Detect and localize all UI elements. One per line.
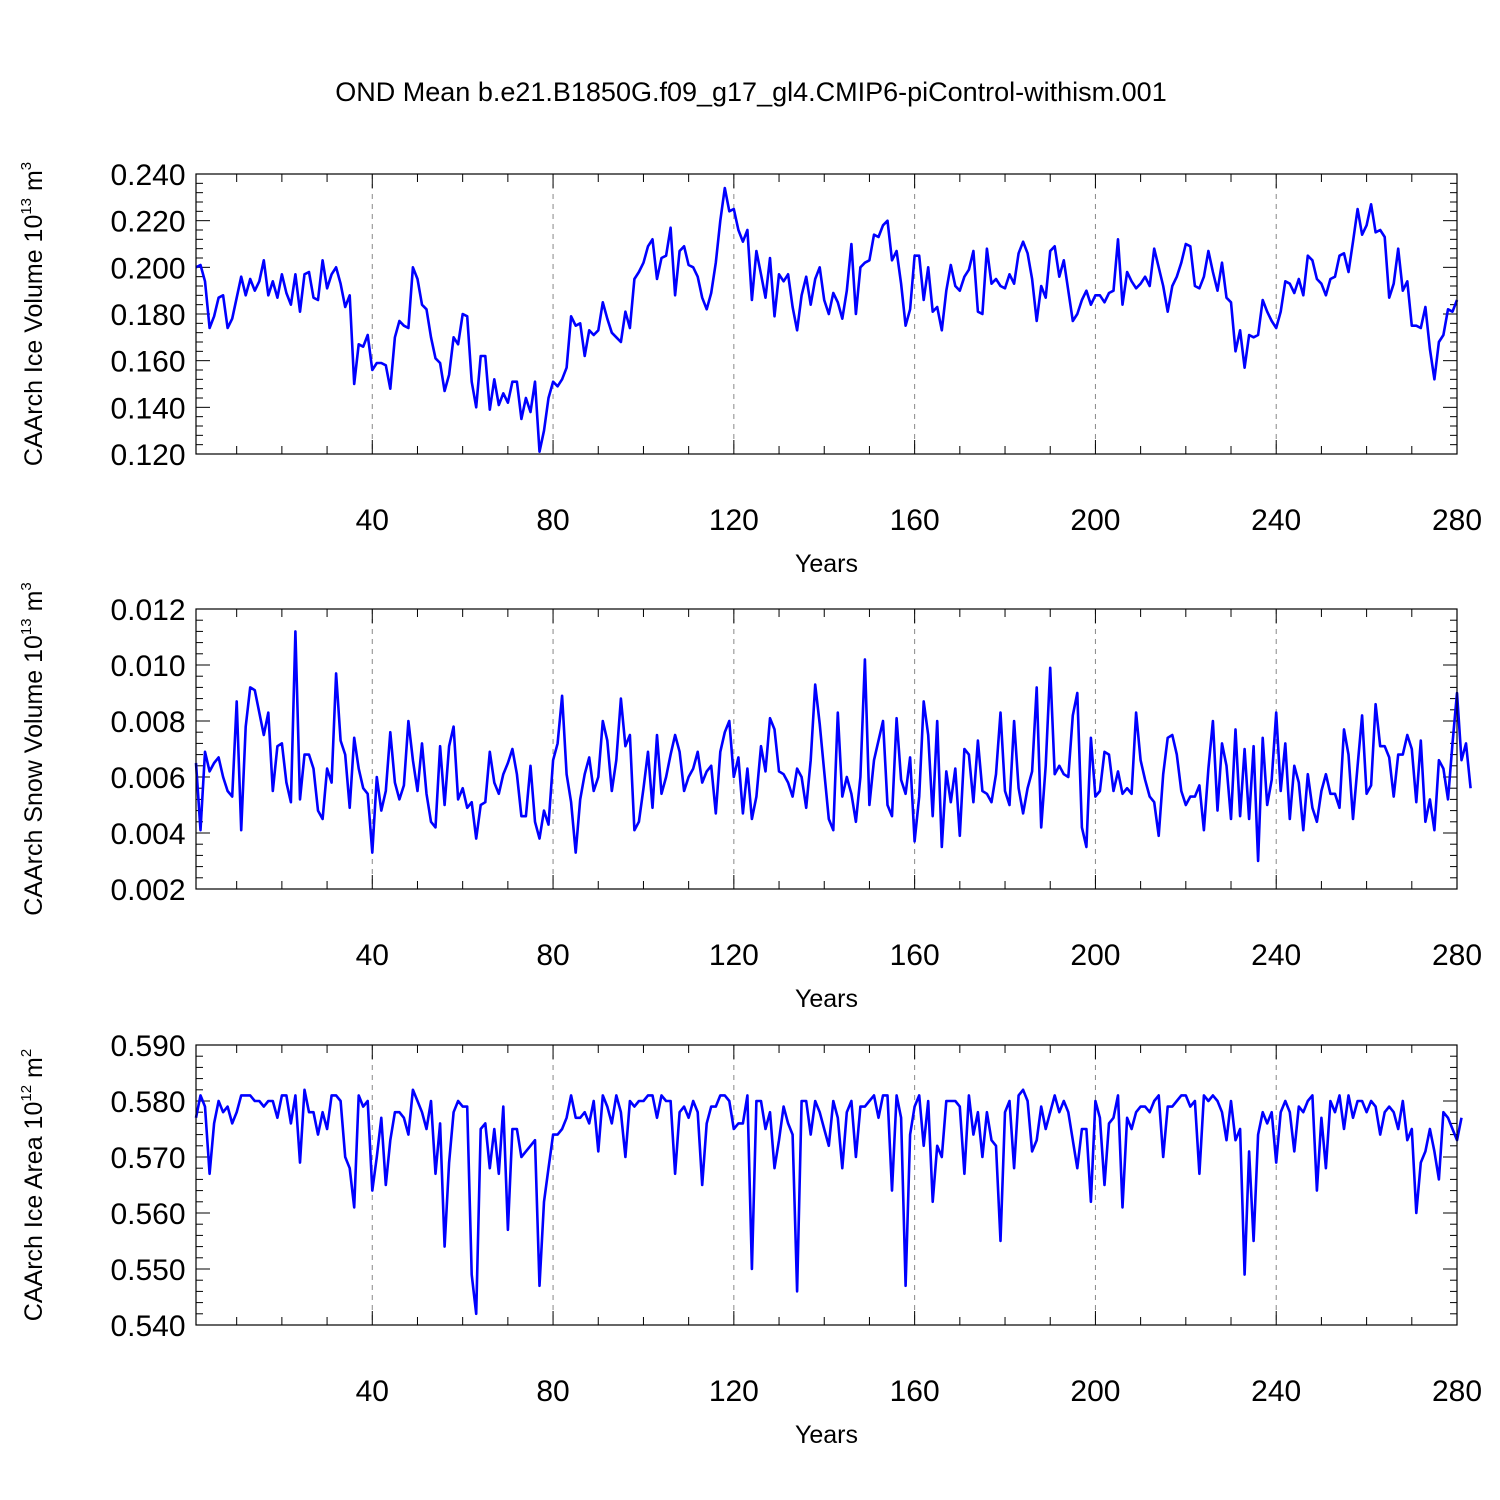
- x-tick-label: 80: [536, 939, 569, 972]
- y-axis-label-unit-exponent: 2: [18, 1049, 35, 1057]
- y-axis-label: CAArch Ice Volume 1013 m3: [18, 162, 48, 466]
- y-axis-label-unit-exponent: 3: [18, 582, 35, 590]
- y-axis-label-unit: m: [20, 1057, 48, 1085]
- x-tick-label: 240: [1251, 1375, 1301, 1408]
- y-tick-label: 0.570: [110, 1142, 185, 1175]
- panel-ice-volume: 0.120 0.140 0.160 0.180 0.200 0.220 0.240 40 80 1…: [18, 159, 1482, 578]
- x-tick-label: 120: [709, 939, 759, 972]
- x-tick-label: 40: [356, 504, 389, 537]
- y-tick-label: 0.010: [110, 650, 185, 683]
- y-tick-label: 0.002: [110, 874, 185, 907]
- y-tick-label: 0.004: [110, 818, 185, 851]
- y-tick-label: 0.012: [110, 594, 185, 627]
- x-tick-label: 200: [1070, 504, 1120, 537]
- y-tick-label: 0.560: [110, 1198, 185, 1231]
- x-tick-label: 40: [356, 1375, 389, 1408]
- y-tick-label: 0.180: [110, 299, 185, 332]
- y-tick-label: 0.200: [110, 252, 185, 285]
- x-tick-label: 160: [890, 1375, 940, 1408]
- y-axis-label-unit: m: [20, 170, 48, 198]
- y-axis-label-text: CAArch Snow Volume 10: [20, 635, 48, 916]
- y-tick-label: 0.160: [110, 346, 185, 379]
- x-axis-label: Years: [795, 550, 858, 578]
- x-tick-label: 120: [709, 1375, 759, 1408]
- y-tick-label: 0.590: [110, 1030, 185, 1063]
- plot-frame: [195, 173, 1458, 455]
- x-tick-label: 200: [1070, 939, 1120, 972]
- x-tick-label: 160: [890, 939, 940, 972]
- y-axis-label-text: CAArch Ice Area 10: [20, 1102, 48, 1322]
- x-axis-label: Years: [795, 1421, 858, 1449]
- panel-snow-volume: 0.002 0.004 0.006 0.008 0.010 0.012 40 80 120 160…: [18, 582, 1482, 1013]
- x-tick-label: 240: [1251, 939, 1301, 972]
- y-tick-label: 0.008: [110, 706, 185, 739]
- y-tick-label: 0.550: [110, 1254, 185, 1287]
- y-axis-label-unit: m: [20, 591, 48, 619]
- y-tick-label: 0.240: [110, 159, 185, 192]
- x-tick-label: 280: [1432, 504, 1482, 537]
- x-tick-label: 160: [890, 504, 940, 537]
- x-tick-label: 80: [536, 504, 569, 537]
- x-tick-label: 280: [1432, 939, 1482, 972]
- x-tick-label: 240: [1251, 504, 1301, 537]
- plot-frame: [195, 1044, 1458, 1326]
- y-tick-label: 0.140: [110, 392, 185, 425]
- y-axis-label: CAArch Ice Area 1012 m2: [18, 1049, 48, 1321]
- x-axis-label: Years: [795, 985, 858, 1013]
- plot-frame: [195, 608, 1458, 890]
- panel-ice-area: 0.540 0.550 0.560 0.570 0.580 0.590 40 80 120 160…: [18, 1030, 1482, 1449]
- y-axis-label-unit-exponent: 3: [18, 162, 35, 170]
- x-tick-label: 200: [1070, 1375, 1120, 1408]
- series-line: [194, 1088, 1463, 1316]
- y-tick-label: 0.580: [110, 1086, 185, 1119]
- y-axis-label: CAArch Snow Volume 1013 m3: [18, 582, 48, 916]
- y-tick-label: 0.006: [110, 762, 185, 795]
- y-axis-label-text: CAArch Ice Volume 10: [20, 215, 48, 467]
- figure-title: OND Mean b.e21.B1850G.f09_g17_gl4.CMIP6-…: [335, 77, 1166, 107]
- y-axis-label-exponent: 13: [18, 618, 35, 635]
- y-axis-label-exponent: 13: [18, 198, 35, 215]
- y-axis-label-exponent: 12: [18, 1085, 35, 1102]
- x-tick-label: 40: [356, 939, 389, 972]
- y-tick-label: 0.540: [110, 1310, 185, 1343]
- y-tick-label: 0.120: [110, 439, 185, 472]
- x-tick-label: 120: [709, 504, 759, 537]
- y-tick-label: 0.220: [110, 206, 185, 239]
- x-tick-label: 80: [536, 1375, 569, 1408]
- series-line: [195, 186, 1459, 454]
- series-line: [194, 630, 1472, 863]
- x-tick-label: 280: [1432, 1375, 1482, 1408]
